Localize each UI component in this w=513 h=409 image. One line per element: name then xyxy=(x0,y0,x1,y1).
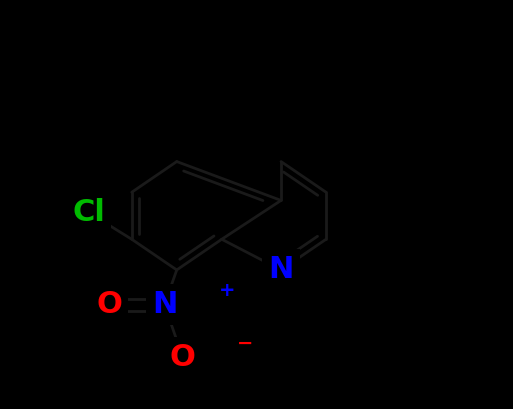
Text: −: − xyxy=(237,334,253,353)
Text: N: N xyxy=(152,290,177,319)
Text: O: O xyxy=(96,290,122,319)
Text: +: + xyxy=(219,281,235,300)
Text: O: O xyxy=(170,344,196,372)
Text: Cl: Cl xyxy=(72,198,105,227)
Text: N: N xyxy=(268,256,294,284)
